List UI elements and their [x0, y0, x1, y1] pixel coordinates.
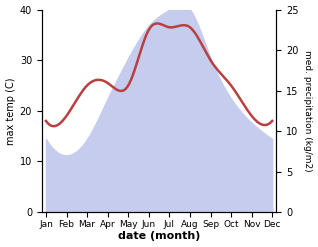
X-axis label: date (month): date (month) — [118, 231, 200, 242]
Y-axis label: max temp (C): max temp (C) — [5, 77, 16, 144]
Y-axis label: med. precipitation (kg/m2): med. precipitation (kg/m2) — [303, 50, 313, 172]
